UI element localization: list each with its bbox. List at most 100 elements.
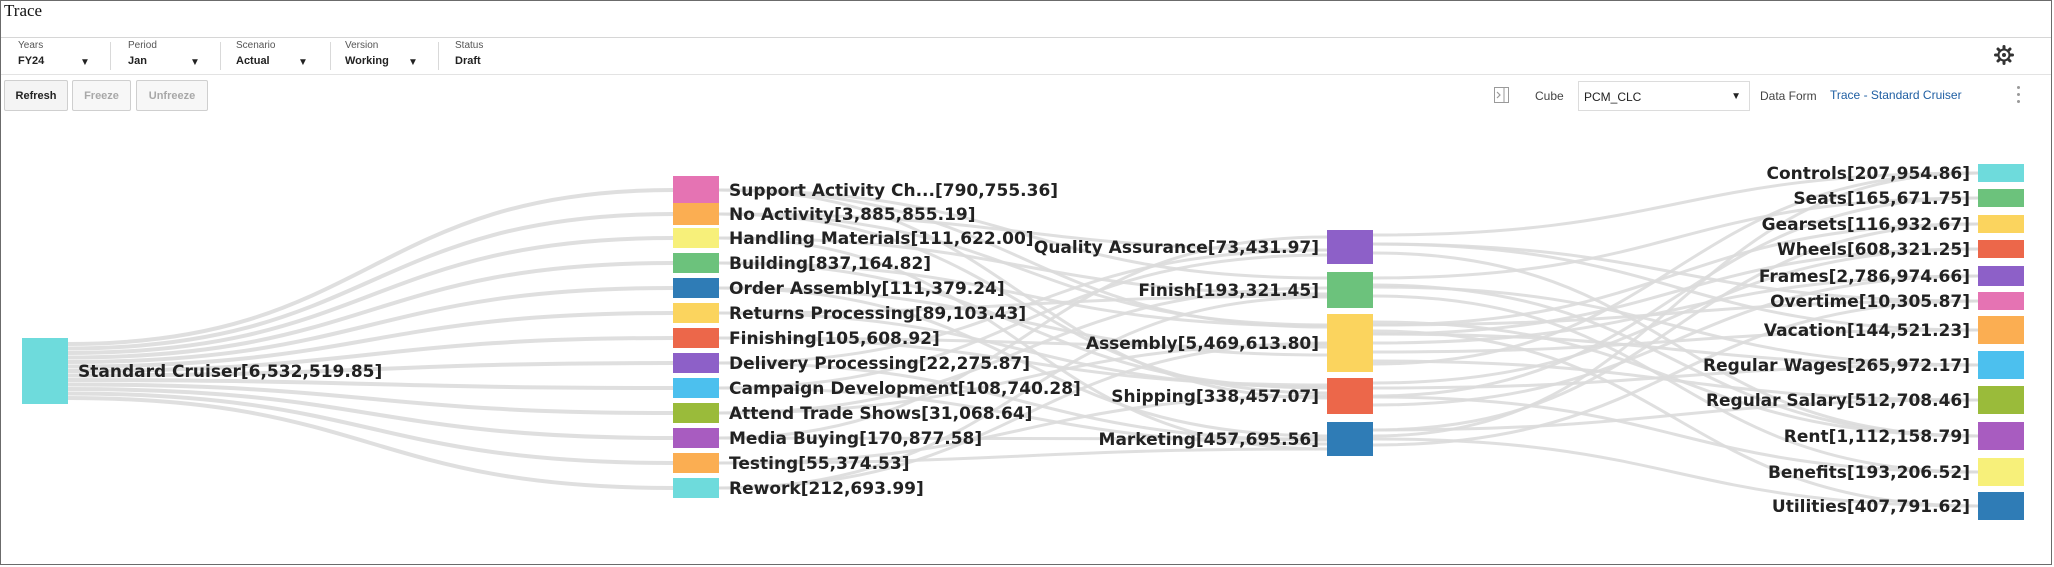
sankey-node-activity[interactable]: Building[837,164.82] <box>673 253 931 274</box>
chevron-down-icon[interactable]: ▼ <box>190 57 200 68</box>
sankey-link <box>67 382 674 415</box>
sankey-node-account-bar[interactable] <box>1978 351 2024 379</box>
sankey-node-department-bar[interactable] <box>1327 230 1373 264</box>
freeze-button[interactable]: Freeze <box>72 80 131 111</box>
sankey-node-department-bar[interactable] <box>1327 272 1373 308</box>
sankey-node-activity[interactable]: Media Buying[170,877.58] <box>673 428 982 449</box>
sankey-link <box>718 341 1328 490</box>
sankey-node-account-bar[interactable] <box>1978 215 2024 233</box>
sankey-node-account-label: Rent[1,112,158.79] <box>1784 427 1970 447</box>
sankey-node-department-bar[interactable] <box>1327 422 1373 456</box>
sankey-node-department[interactable]: Assembly[5,469,613.80] <box>1086 314 1373 372</box>
sankey-node-activity[interactable]: Campaign Development[108,740.28] <box>673 378 1081 399</box>
sankey-link <box>1372 299 1979 327</box>
sankey-node-department[interactable]: Shipping[338,457.07] <box>1111 378 1373 414</box>
sankey-node-department[interactable]: Quality Assurance[73,431.97] <box>1034 230 1373 264</box>
sankey-link <box>718 336 1328 349</box>
sankey-node-account-bar[interactable] <box>1978 240 2024 258</box>
sankey-node-department-bar[interactable] <box>1327 314 1373 372</box>
sankey-node-activity[interactable]: Attend Trade Shows[31,068.64] <box>673 403 1032 424</box>
sankey-node-department[interactable]: Marketing[457,695.56] <box>1099 422 1373 456</box>
sankey-node-account-label: Wheels[608,321.25] <box>1777 240 1970 260</box>
sankey-node-activity-bar[interactable] <box>673 403 719 423</box>
sankey-node-account[interactable]: Wheels[608,321.25] <box>1777 240 2024 260</box>
chevron-down-icon[interactable]: ▼ <box>298 57 308 68</box>
sankey-node-account-bar[interactable] <box>1978 164 2024 182</box>
sankey-node-account-bar[interactable] <box>1978 492 2024 520</box>
sankey-node-account[interactable]: Controls[207,954.86] <box>1767 164 2024 184</box>
sankey-node-activity-bar[interactable] <box>673 378 719 398</box>
gear-icon[interactable] <box>1988 42 2018 68</box>
sankey-node-activity[interactable]: Support Activity Ch...[790,755.36] <box>673 176 1058 204</box>
sankey-node-account-bar[interactable] <box>1978 458 2024 486</box>
sankey-node-activity-bar[interactable] <box>673 253 719 273</box>
sankey-node-activity-bar[interactable] <box>673 203 719 225</box>
sankey-node-account-bar[interactable] <box>1978 266 2024 286</box>
sankey-node-account-bar[interactable] <box>1978 316 2024 344</box>
sankey-node-account[interactable]: Seats[165,671.75] <box>1793 189 2024 209</box>
sankey-node-activity-bar[interactable] <box>673 228 719 248</box>
sankey-node-account-bar[interactable] <box>1978 292 2024 310</box>
cube-select[interactable]: PCM_CLC ▼ <box>1578 81 1750 111</box>
sankey-node-activity-bar[interactable] <box>673 453 719 473</box>
sankey-link <box>718 188 1328 400</box>
sankey-node-activity-bar[interactable] <box>673 278 719 298</box>
data-form-link[interactable]: Trace - Standard Cruiser <box>1830 88 1962 102</box>
sankey-link <box>1372 395 1979 474</box>
pov-status-label: Status <box>455 40 484 51</box>
sankey-node-activity-bar[interactable] <box>673 428 719 448</box>
sankey-node-activity[interactable]: Returns Processing[89,103.43] <box>673 303 1026 324</box>
sankey-node-activity[interactable]: Finishing[105,608.92] <box>673 328 940 349</box>
panel-toggle-icon[interactable] <box>1494 87 1509 103</box>
sankey-node-activity[interactable]: Order Assembly[111,379.24] <box>673 278 1005 299</box>
chevron-down-icon[interactable]: ▼ <box>408 57 418 68</box>
sankey-node-account-bar[interactable] <box>1978 386 2024 414</box>
sankey-node-department[interactable]: Finish[193,321.45] <box>1138 272 1373 308</box>
sankey-node-source-bar[interactable] <box>22 338 68 404</box>
sankey-link <box>718 212 1328 327</box>
sankey-node-account-bar[interactable] <box>1978 422 2024 450</box>
sankey-node-account[interactable]: Vacation[144,521.23] <box>1764 316 2024 344</box>
pov-period[interactable]: Period Jan ▼ <box>128 40 208 74</box>
sankey-node-activity[interactable]: Delivery Processing[22,275.87] <box>673 353 1030 374</box>
pov-years[interactable]: Years FY24 ▼ <box>18 40 98 74</box>
sankey-node-activity-label: Support Activity Ch...[790,755.36] <box>729 181 1058 201</box>
sankey-node-account[interactable]: Regular Salary[512,708.46] <box>1706 386 2024 414</box>
sankey-node-activity-bar[interactable] <box>673 353 719 373</box>
sankey-node-activity[interactable]: No Activity[3,885,855.19] <box>673 203 976 225</box>
pov-scenario[interactable]: Scenario Actual ▼ <box>236 40 316 74</box>
sankey-link <box>1372 222 1979 432</box>
chevron-down-icon[interactable]: ▼ <box>80 57 90 68</box>
sankey-node-activity-bar[interactable] <box>673 303 719 323</box>
sankey-node-source[interactable]: Standard Cruiser[6,532,519.85] <box>22 338 382 404</box>
sankey-node-account[interactable]: Rent[1,112,158.79] <box>1784 422 2024 450</box>
sankey-node-activity[interactable]: Rework[212,693.99] <box>673 478 924 499</box>
sankey-node-activity-bar[interactable] <box>673 478 719 498</box>
sankey-link <box>1372 320 1979 438</box>
pov-version[interactable]: Version Working ▼ <box>345 40 425 74</box>
data-form-label: Data Form <box>1760 89 1817 103</box>
sankey-node-account[interactable]: Benefits[193,206.52] <box>1768 458 2024 486</box>
refresh-button[interactable]: Refresh <box>4 80 68 111</box>
sankey-node-account[interactable]: Overtime[10,305.87] <box>1770 292 2024 312</box>
sankey-node-account[interactable]: Frames[2,786,974.66] <box>1759 266 2024 287</box>
unfreeze-button[interactable]: Unfreeze <box>136 80 208 111</box>
sankey-node-account[interactable]: Gearsets[116,932.67] <box>1762 215 2024 235</box>
chevron-down-icon[interactable]: ▼ <box>1731 91 1741 102</box>
sankey-node-activity[interactable]: Testing[55,374.53] <box>673 453 909 474</box>
sankey-link <box>1372 242 1979 303</box>
sankey-node-department-bar[interactable] <box>1327 378 1373 414</box>
sankey-node-account-label: Gearsets[116,932.67] <box>1762 215 1970 235</box>
more-options-icon[interactable] <box>2016 86 2022 106</box>
sankey-link <box>67 261 674 360</box>
sankey-node-activity[interactable]: Handling Materials[111,622.00] <box>673 228 1034 249</box>
sankey-node-activity-bar[interactable] <box>673 176 719 204</box>
sankey-node-activity-bar[interactable] <box>673 328 719 348</box>
sankey-node-account[interactable]: Utilities[407,791.62] <box>1772 492 2024 520</box>
pov-scenario-value: Actual <box>236 55 270 67</box>
sankey-link <box>67 378 674 390</box>
sankey-node-account-label: Controls[207,954.86] <box>1767 164 1970 184</box>
sankey-node-account[interactable]: Regular Wages[265,972.17] <box>1703 351 2024 379</box>
sankey-node-account-bar[interactable] <box>1978 189 2024 207</box>
sankey-link <box>67 387 674 440</box>
